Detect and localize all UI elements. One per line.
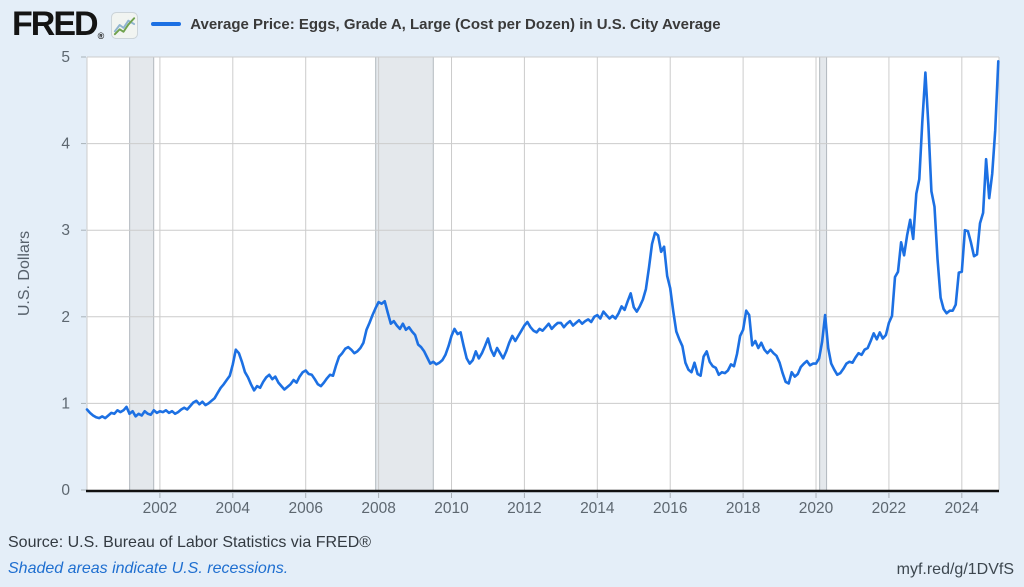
recession-band [129,57,154,490]
registered-mark: ® [97,31,105,41]
x-tick-label: 2022 [872,500,906,517]
y-tick-label: 5 [61,49,70,66]
recession-band [819,57,827,490]
source-text: Source: U.S. Bureau of Labor Statistics … [8,534,372,551]
legend-line-swatch [151,22,182,26]
recession-band [375,57,434,490]
chart-header: FRED ® Average Price: Eggs, Grade A, Larg… [0,0,1024,48]
y-tick-label: 4 [61,136,70,153]
x-tick-label: 2024 [945,500,980,517]
x-tick-label: 2002 [143,500,177,517]
recession-note-link[interactable]: Shaded areas indicate U.S. recessions. [8,560,289,577]
x-tick-label: 2010 [434,500,469,517]
y-tick-label: 1 [61,395,70,412]
y-tick-label: 3 [61,222,70,239]
legend-series-label[interactable]: Average Price: Eggs, Grade A, Large (Cos… [190,15,721,33]
x-tick-label: 2020 [799,500,834,517]
plot-area [87,57,999,490]
fred-sparkline-icon [111,12,139,39]
x-tick-label: 2008 [361,500,395,517]
chart-legend: Average Price: Eggs, Grade A, Large (Cos… [151,15,721,33]
x-tick-label: 2012 [507,500,541,517]
x-tick-label: 2006 [288,500,322,517]
y-tick-label: 0 [61,482,70,499]
data-line [85,59,1000,420]
x-tick-label: 2014 [580,500,615,517]
x-tick-label: 2004 [216,500,251,517]
y-axis-title: U.S. Dollars [16,231,33,316]
shortlink-text: myf.red/g/1DVfS [896,561,1014,578]
fred-logo-text: FRED [12,5,99,43]
y-tick-label: 2 [61,309,70,326]
fred-logo[interactable]: FRED ® [12,7,104,41]
x-tick-label: 2016 [653,500,687,517]
x-tick-label: 2018 [726,500,760,517]
